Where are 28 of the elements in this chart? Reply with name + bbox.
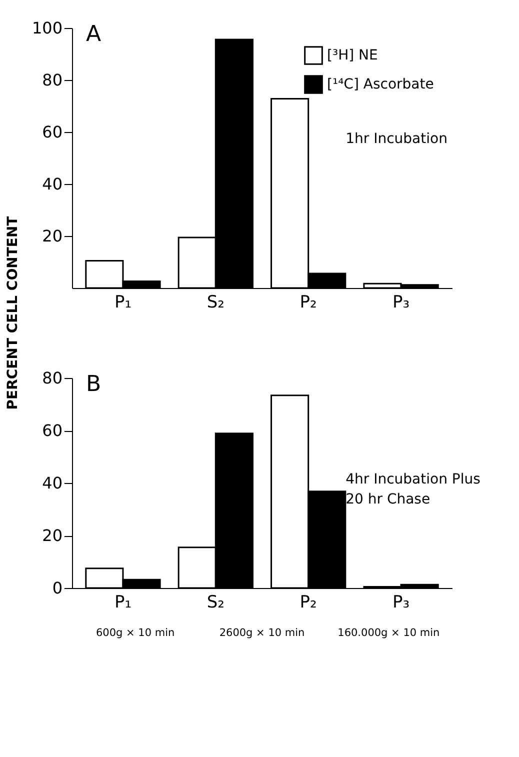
text: 600g × 10 min <box>96 627 175 639</box>
y-tick-label: 60 <box>42 421 62 440</box>
x-tick-label: S₂ <box>206 292 224 312</box>
y-tick-label: 0 <box>52 578 62 598</box>
text: 2600g × 10 min <box>219 627 305 639</box>
text: 160.000g × 10 min <box>338 627 440 639</box>
chart-title: A <box>86 22 102 47</box>
y-tick-label: 20 <box>42 226 62 246</box>
y-tick-label: 40 <box>42 174 62 194</box>
x-tick-label: S₂ <box>206 592 224 612</box>
legend-label: [³H] NE <box>327 48 378 64</box>
x-tick-label: P₂ <box>300 592 317 612</box>
legend-label: [¹⁴C] Ascorbate <box>327 76 434 92</box>
y-tick-label: 40 <box>42 474 62 492</box>
x-tick-label: P₁ <box>114 592 132 612</box>
y-tick-label: 80 <box>42 70 62 90</box>
chart-title: B <box>86 372 102 397</box>
x-tick-label: P₃ <box>392 292 410 312</box>
x-tick-label: P₂ <box>300 292 317 312</box>
y-tick-label: 60 <box>42 122 62 142</box>
x-tick-label: P₃ <box>392 592 410 612</box>
x-tick-label: P₁ <box>114 292 132 312</box>
annotation: 4hr Incubation Plus 20 hr Chase <box>346 472 480 508</box>
y-tick-label: 80 <box>42 368 62 388</box>
y-axis-title: PERCENT CELL CONTENT <box>5 216 21 410</box>
annotation: 1hr Incubation <box>346 131 448 147</box>
y-tick-label: 20 <box>42 526 62 545</box>
y-tick-label: 100 <box>32 18 62 38</box>
